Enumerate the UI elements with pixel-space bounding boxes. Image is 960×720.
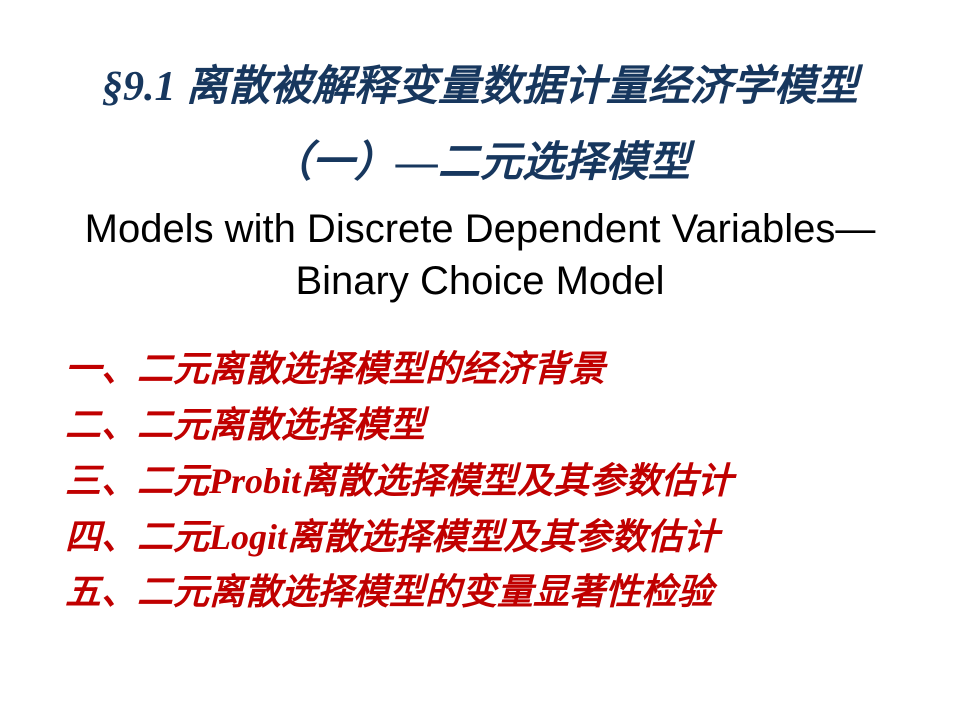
list-item: 三、二元Probit离散选择模型及其参数估计	[65, 454, 900, 510]
list-item: 二、二元离散选择模型	[65, 398, 900, 454]
list-item: 一、二元离散选择模型的经济背景	[65, 342, 900, 398]
list-item: 五、二元离散选择模型的变量显著性检验	[65, 565, 900, 621]
list-item: 四、二元Logit离散选择模型及其参数估计	[65, 510, 900, 566]
slide-title-block: §9.1 离散被解释变量数据计量经济学模型（一）—二元选择模型 Models w…	[35, 50, 900, 307]
title-english: Models with Discrete Dependent Variables…	[60, 203, 900, 307]
title-chinese: §9.1 离散被解释变量数据计量经济学模型（一）—二元选择模型	[60, 50, 900, 201]
outline-list: 一、二元离散选择模型的经济背景 二、二元离散选择模型 三、二元Probit离散选…	[35, 342, 900, 621]
